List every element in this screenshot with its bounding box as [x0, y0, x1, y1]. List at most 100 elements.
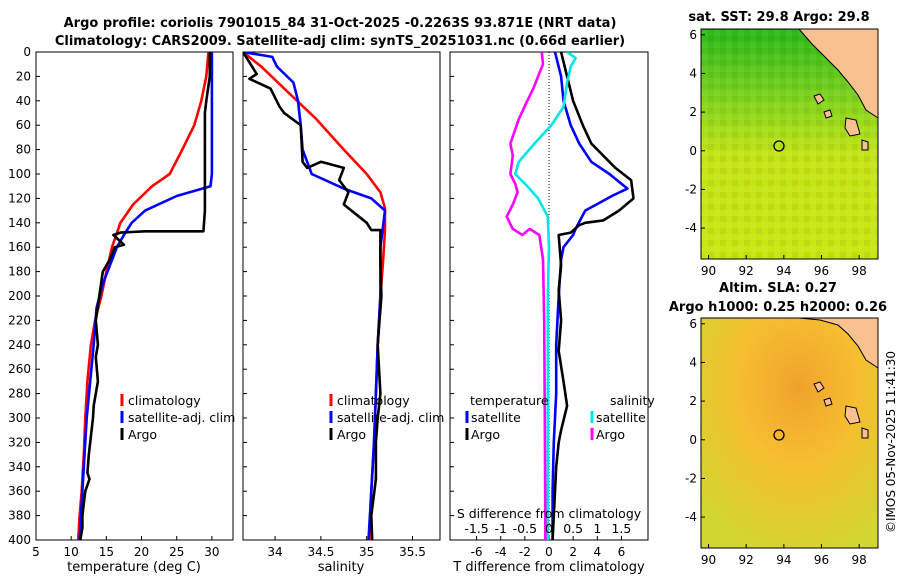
- map-lat-tick-label: -2: [685, 182, 697, 196]
- sst-land-island: [823, 109, 833, 119]
- series-line-argo: [79, 52, 212, 540]
- x-tick-label: 0: [545, 545, 553, 559]
- legend-title-temperature: temperature: [470, 393, 549, 408]
- sst-land-island: [861, 139, 869, 151]
- x-tick-label: 5: [32, 545, 40, 559]
- series-line-temperature-argo: [551, 52, 635, 540]
- legend-label-temperature-satellite: satellite: [471, 410, 521, 425]
- depth-tick-label: 380: [8, 509, 31, 523]
- s-tick-label: 1.5: [611, 521, 631, 536]
- x-tick-label: -2: [519, 545, 531, 559]
- depth-tick-label: 80: [16, 143, 31, 157]
- map-lat-tick-label: -2: [685, 471, 697, 485]
- temperature-legend: climatology satellite-adj. clim Argo: [120, 393, 235, 442]
- depth-tick-label: 180: [8, 265, 31, 279]
- temperature-series: [76, 52, 214, 540]
- difference-xlabel: T difference from climatology: [452, 560, 645, 575]
- x-tick-label: 35: [359, 545, 374, 559]
- s-tick-label: 0: [545, 521, 553, 536]
- series-line-satellite-adj-clim: [243, 52, 387, 540]
- sla-map-axes: 90 92 94 96 98 6 4 2 0 -2 -4: [685, 317, 867, 567]
- x-tick-label: 20: [134, 545, 149, 559]
- x-tick-label: 25: [169, 545, 184, 559]
- s-tick-label: 1: [593, 521, 601, 536]
- map-lat-tick-label: 2: [689, 394, 697, 408]
- map-lat-tick-label: 4: [689, 355, 697, 369]
- temperature-xlabel: temperature (deg C): [67, 560, 201, 575]
- depth-tick-label: 140: [8, 216, 31, 230]
- x-tick-label: 2: [569, 545, 577, 559]
- depth-tick-label: 240: [8, 338, 31, 352]
- map-lon-tick-label: 94: [776, 553, 791, 567]
- sst-land-island: [813, 93, 825, 105]
- series-line-satellite-adj-clim: [78, 52, 214, 540]
- s-difference-ticks: -1.5 -1 -0.5 0 0.5 1 1.5: [464, 521, 631, 536]
- map-lat-tick-label: 0: [689, 144, 697, 158]
- map-lat-tick-label: 0: [689, 433, 697, 447]
- depth-tick-label: 200: [8, 289, 31, 303]
- salinity-x-axis: 34 34.5 35 35.5: [267, 536, 426, 559]
- s-tick-label: -0.5: [513, 521, 537, 536]
- map-lat-tick-label: 6: [689, 28, 697, 42]
- legend-label-satellite: satellite-adj. clim: [128, 410, 235, 425]
- depth-tick-label: 360: [8, 484, 31, 498]
- sla-land-island: [813, 381, 825, 393]
- depth-tick-label: 300: [8, 411, 31, 425]
- legend-label-argo: Argo: [128, 427, 157, 442]
- x-tick-label: 35.5: [399, 545, 426, 559]
- temperature-plot-frame: [35, 51, 234, 541]
- depth-tick-label: 20: [16, 69, 31, 83]
- legend-label-climatology: climatology: [128, 393, 201, 408]
- sst-argo-location-marker: [773, 140, 785, 152]
- series-line-argo: [243, 52, 383, 540]
- map-lon-tick-label: 98: [852, 553, 867, 567]
- sla-argo-location-marker: [773, 429, 785, 441]
- depth-tick-label: 120: [8, 191, 31, 205]
- s-tick-label: -1.5: [464, 521, 488, 536]
- temperature-x-axis: 5 10 15 20 25 30: [32, 536, 220, 559]
- depth-tick-label: 100: [8, 167, 31, 181]
- s-tick-label: -1: [494, 521, 506, 536]
- s-difference-label: S difference from climatology: [457, 506, 642, 521]
- depth-tick-label: 0: [23, 45, 31, 59]
- x-tick-label: 34: [267, 545, 282, 559]
- figure-title-line2: Climatology: CARS2009. Satellite-adj cli…: [55, 34, 625, 49]
- salinity-plot-frame: [242, 51, 441, 541]
- map-lat-tick-label: 6: [689, 317, 697, 331]
- sla-field: [701, 318, 878, 548]
- depth-tick-label: 320: [8, 435, 31, 449]
- sla-map-title-line2: Argo h1000: 0.25 h2000: 0.26: [669, 300, 887, 315]
- series-line-climatology: [243, 52, 387, 540]
- x-tick-label: -4: [495, 545, 507, 559]
- sla-land-island: [844, 405, 861, 425]
- difference-series: [505, 52, 635, 540]
- map-lon-tick-label: 92: [739, 553, 754, 567]
- imos-watermark: ©IMOS 05-Nov-2025 11:41:30: [884, 351, 898, 533]
- map-lat-tick-label: -4: [685, 510, 697, 524]
- sst-land-island: [844, 117, 861, 137]
- depth-tick-label: 60: [16, 118, 31, 132]
- map-lon-tick-label: 96: [814, 264, 829, 278]
- x-tick-label: 10: [64, 545, 79, 559]
- sla-map: [700, 317, 879, 549]
- difference-legend: temperature satellite Argo salinity sate…: [465, 393, 655, 442]
- sst-map-axes: 90 92 94 96 98 6 4 2 0 -2 -4: [685, 28, 867, 278]
- depth-tick-label: 400: [8, 533, 31, 547]
- legend-label-temperature-argo: Argo: [471, 427, 500, 442]
- map-lat-tick-label: 2: [689, 105, 697, 119]
- map-lat-tick-label: 4: [689, 66, 697, 80]
- figure-title-line1: Argo profile: coriolis 7901015_84 31-Oct…: [64, 16, 617, 31]
- salinity-series: [243, 52, 387, 540]
- depth-tick-label: 340: [8, 460, 31, 474]
- sst-map: [700, 28, 879, 260]
- x-tick-label: 15: [99, 545, 114, 559]
- legend-label-climatology: climatology: [337, 393, 410, 408]
- x-tick-label: 4: [593, 545, 601, 559]
- map-lon-tick-label: 98: [852, 264, 867, 278]
- legend-label-salinity-argo: Argo: [596, 427, 625, 442]
- depth-tick-label: 260: [8, 362, 31, 376]
- depth-tick-label: 280: [8, 387, 31, 401]
- sst-map-frame: [700, 28, 879, 260]
- series-line-climatology: [76, 52, 210, 540]
- x-tick-label: 6: [618, 545, 626, 559]
